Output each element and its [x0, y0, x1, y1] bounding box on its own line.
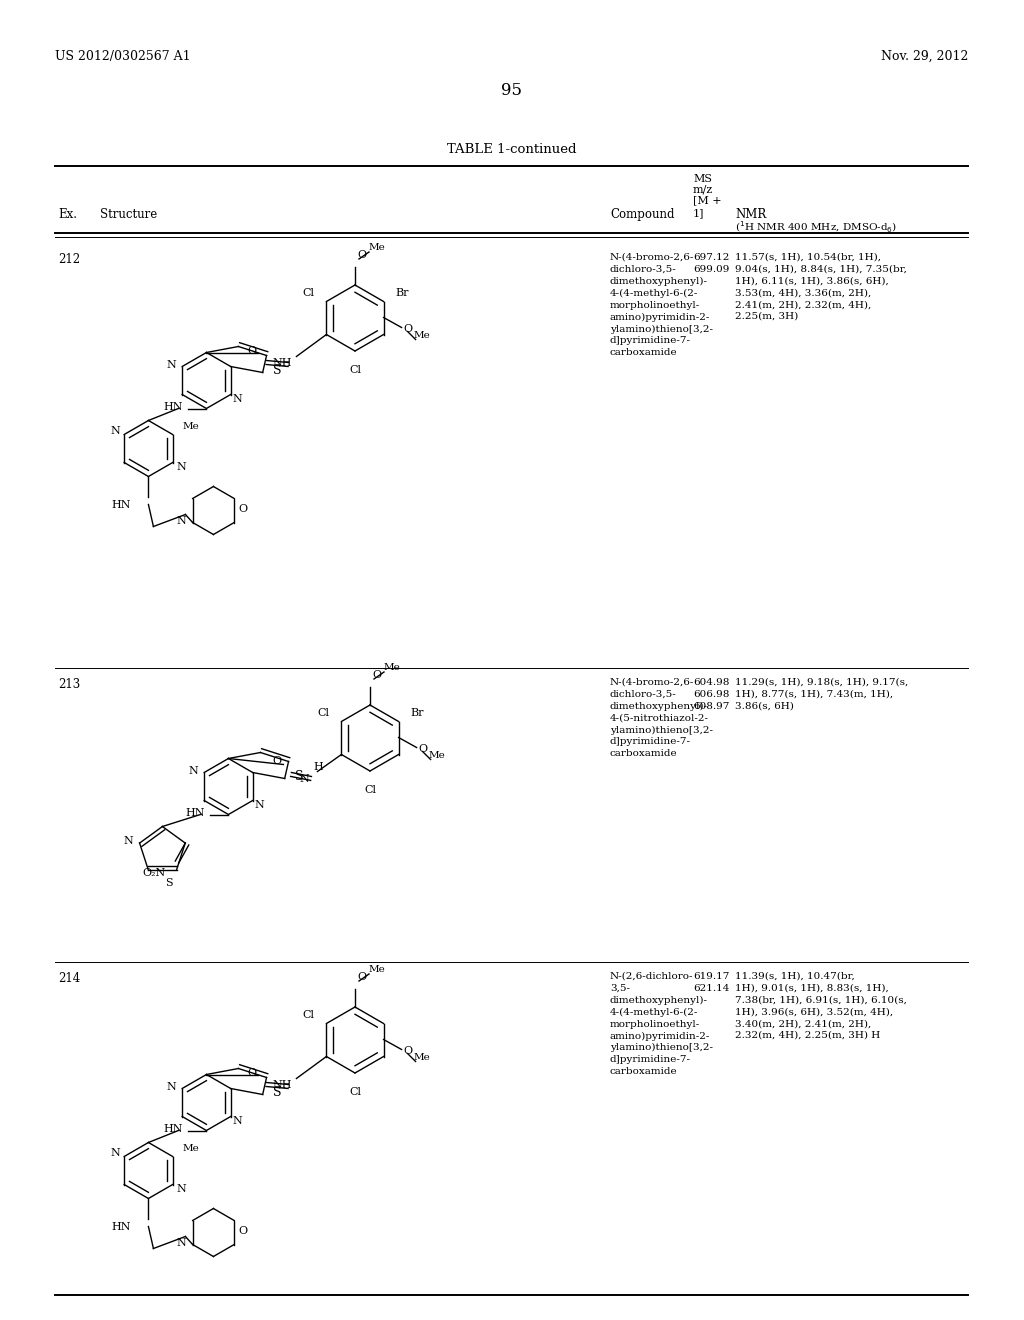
- Text: Me: Me: [414, 330, 430, 339]
- Text: H: H: [313, 762, 324, 771]
- Text: HN: HN: [163, 401, 182, 412]
- Text: 212: 212: [58, 253, 80, 267]
- Text: N: N: [124, 836, 133, 846]
- Text: O: O: [248, 1068, 256, 1077]
- Text: Cl: Cl: [349, 1086, 361, 1097]
- Text: N: N: [167, 359, 176, 370]
- Text: Ex.: Ex.: [58, 209, 77, 220]
- Text: O: O: [272, 755, 282, 766]
- Text: N: N: [188, 766, 199, 776]
- Text: Cl: Cl: [317, 709, 330, 718]
- Text: Cl: Cl: [349, 366, 361, 375]
- Text: 214: 214: [58, 972, 80, 985]
- Text: O: O: [248, 346, 256, 355]
- Text: HN: HN: [111, 499, 130, 510]
- Text: O: O: [372, 671, 381, 680]
- Text: N: N: [177, 1238, 186, 1247]
- Text: NH: NH: [273, 1081, 293, 1090]
- Text: N: N: [111, 425, 120, 436]
- Text: 213: 213: [58, 678, 80, 690]
- Text: [M +: [M +: [693, 195, 722, 205]
- Text: TABLE 1-continued: TABLE 1-continued: [447, 143, 577, 156]
- Text: Cl: Cl: [302, 1011, 314, 1020]
- Text: O: O: [403, 1047, 413, 1056]
- Text: N: N: [177, 1184, 186, 1193]
- Text: Me: Me: [182, 422, 200, 432]
- Text: 11.57(s, 1H), 10.54(br, 1H),
9.04(s, 1H), 8.84(s, 1H), 7.35(br,
1H), 6.11(s, 1H): 11.57(s, 1H), 10.54(br, 1H), 9.04(s, 1H)…: [735, 253, 907, 321]
- Text: S: S: [272, 1085, 281, 1098]
- Text: HN: HN: [185, 808, 205, 817]
- Text: Me: Me: [369, 965, 386, 974]
- Text: 697.12
699.09: 697.12 699.09: [693, 253, 729, 273]
- Text: O: O: [239, 504, 248, 515]
- Text: S: S: [272, 363, 281, 376]
- Text: O: O: [357, 972, 367, 982]
- Text: N-(4-bromo-2,6-
dichloro-3,5-
dimethoxyphenyl)-
4-(5-nitrothiazol-2-
ylamino)thi: N-(4-bromo-2,6- dichloro-3,5- dimethoxyp…: [610, 678, 713, 758]
- Text: Cl: Cl: [364, 785, 376, 795]
- Text: US 2012/0302567 A1: US 2012/0302567 A1: [55, 50, 190, 63]
- Text: N-(4-bromo-2,6-
dichloro-3,5-
dimethoxyphenyl)-
4-(4-methyl-6-(2-
morpholinoethy: N-(4-bromo-2,6- dichloro-3,5- dimethoxyp…: [610, 253, 713, 358]
- Text: N-(2,6-dichloro-
3,5-
dimethoxyphenyl)-
4-(4-methyl-6-(2-
morpholinoethyl-
amino: N-(2,6-dichloro- 3,5- dimethoxyphenyl)- …: [610, 972, 713, 1076]
- Text: Structure: Structure: [100, 209, 158, 220]
- Text: N: N: [300, 774, 309, 784]
- Text: MS: MS: [693, 174, 712, 183]
- Text: Compound: Compound: [610, 209, 675, 220]
- Text: Me: Me: [369, 243, 386, 252]
- Text: HN: HN: [111, 1221, 130, 1232]
- Text: 95: 95: [502, 82, 522, 99]
- Text: O: O: [357, 249, 367, 260]
- Text: 11.29(s, 1H), 9.18(s, 1H), 9.17(s,
1H), 8.77(s, 1H), 7.43(m, 1H),
3.86(s, 6H): 11.29(s, 1H), 9.18(s, 1H), 9.17(s, 1H), …: [735, 678, 908, 710]
- Text: Br: Br: [395, 289, 409, 298]
- Text: HN: HN: [163, 1123, 182, 1134]
- Text: NH: NH: [273, 359, 293, 368]
- Text: N: N: [255, 800, 264, 809]
- Text: N: N: [177, 516, 186, 525]
- Text: N: N: [167, 1081, 176, 1092]
- Text: S: S: [165, 878, 172, 888]
- Text: S: S: [295, 770, 303, 783]
- Text: O: O: [403, 325, 413, 334]
- Text: 619.17
621.14: 619.17 621.14: [693, 972, 729, 993]
- Text: N: N: [177, 462, 186, 471]
- Text: NMR: NMR: [735, 209, 766, 220]
- Text: 11.39(s, 1H), 10.47(br,
1H), 9.01(s, 1H), 8.83(s, 1H),
7.38(br, 1H), 6.91(s, 1H): 11.39(s, 1H), 10.47(br, 1H), 9.01(s, 1H)…: [735, 972, 907, 1040]
- Text: N: N: [232, 393, 243, 404]
- Text: O: O: [419, 744, 428, 755]
- Text: Cl: Cl: [302, 289, 314, 298]
- Text: Me: Me: [384, 663, 400, 672]
- Text: m/z: m/z: [693, 183, 714, 194]
- Text: O₂N: O₂N: [142, 869, 165, 878]
- Text: N: N: [111, 1147, 120, 1158]
- Text: N: N: [232, 1115, 243, 1126]
- Text: O: O: [239, 1226, 248, 1237]
- Text: 1]: 1]: [693, 209, 705, 218]
- Text: Me: Me: [182, 1144, 200, 1152]
- Text: Me: Me: [414, 1052, 430, 1061]
- Text: ($^{1}$H NMR 400 MHz, DMSO-d$_{6}$): ($^{1}$H NMR 400 MHz, DMSO-d$_{6}$): [735, 220, 897, 235]
- Text: 604.98
606.98
608.97: 604.98 606.98 608.97: [693, 678, 729, 710]
- Text: Br: Br: [411, 709, 424, 718]
- Text: Me: Me: [429, 751, 445, 759]
- Text: Nov. 29, 2012: Nov. 29, 2012: [881, 50, 968, 63]
